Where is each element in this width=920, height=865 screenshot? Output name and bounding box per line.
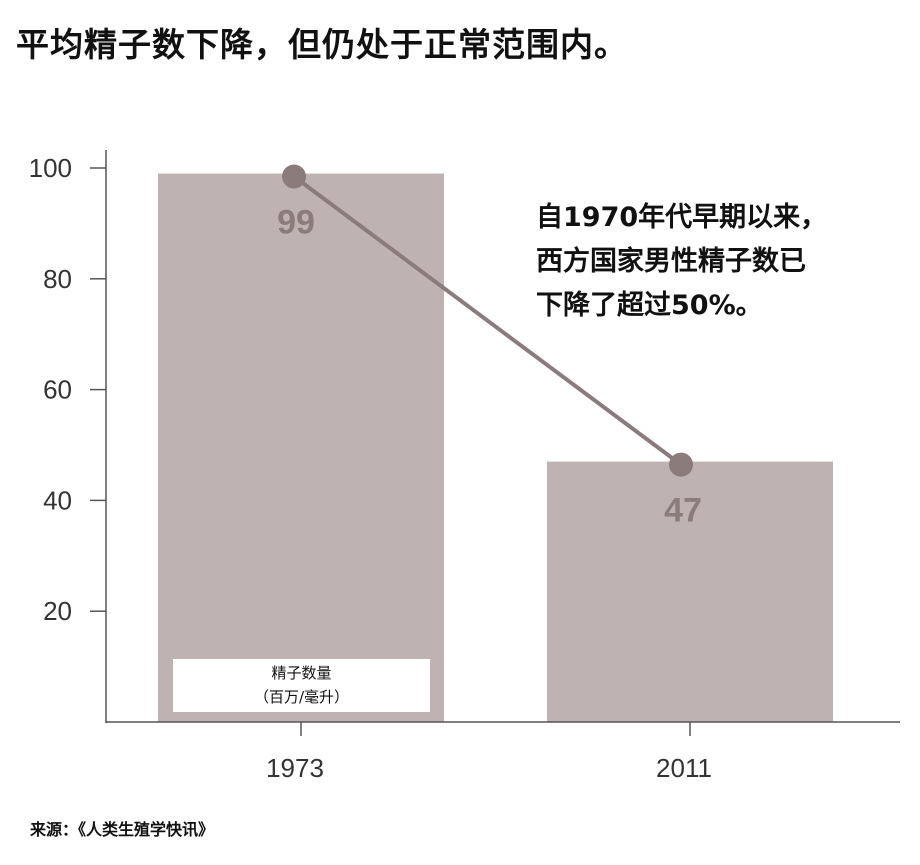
x-tick-label-2011: 2011 <box>656 753 712 783</box>
trend-line <box>292 174 683 467</box>
unit-label-line-1: 精子数量 <box>271 664 332 682</box>
bar-2011 <box>547 461 833 722</box>
source-note: 来源：《人类生殖学快讯》 <box>30 820 215 839</box>
annotation-line-3: 下降了超过50%。 <box>536 290 763 321</box>
y-tick-label-20: 20 <box>43 596 72 626</box>
data-label-2011: 47 <box>664 492 702 530</box>
y-tick-label-60: 60 <box>43 375 72 405</box>
data-label-1973: 99 <box>277 204 315 242</box>
chart-title: 平均精子数下降，但仍处于正常范围内。 <box>16 25 628 64</box>
unit-label-box: 精子数量 （百万/毫升） <box>173 659 430 712</box>
unit-label-line-2: （百万/毫升） <box>253 688 350 706</box>
bar-1973 <box>158 173 444 723</box>
y-tick-label-40: 40 <box>43 485 72 515</box>
y-tick-label-100: 100 <box>29 153 72 183</box>
data-point-2011 <box>669 452 693 477</box>
chart-annotation: 自1970年代早期以来， 西方国家男性精子数已 下降了超过50%。 <box>536 196 827 328</box>
annotation-line-1: 自1970年代早期以来， <box>536 202 828 233</box>
annotation-line-2: 西方国家男性精子数已 <box>536 246 806 277</box>
x-tick-label-1973: 1973 <box>266 753 324 783</box>
y-tick-label-80: 80 <box>43 264 72 294</box>
data-point-1973 <box>282 164 306 189</box>
